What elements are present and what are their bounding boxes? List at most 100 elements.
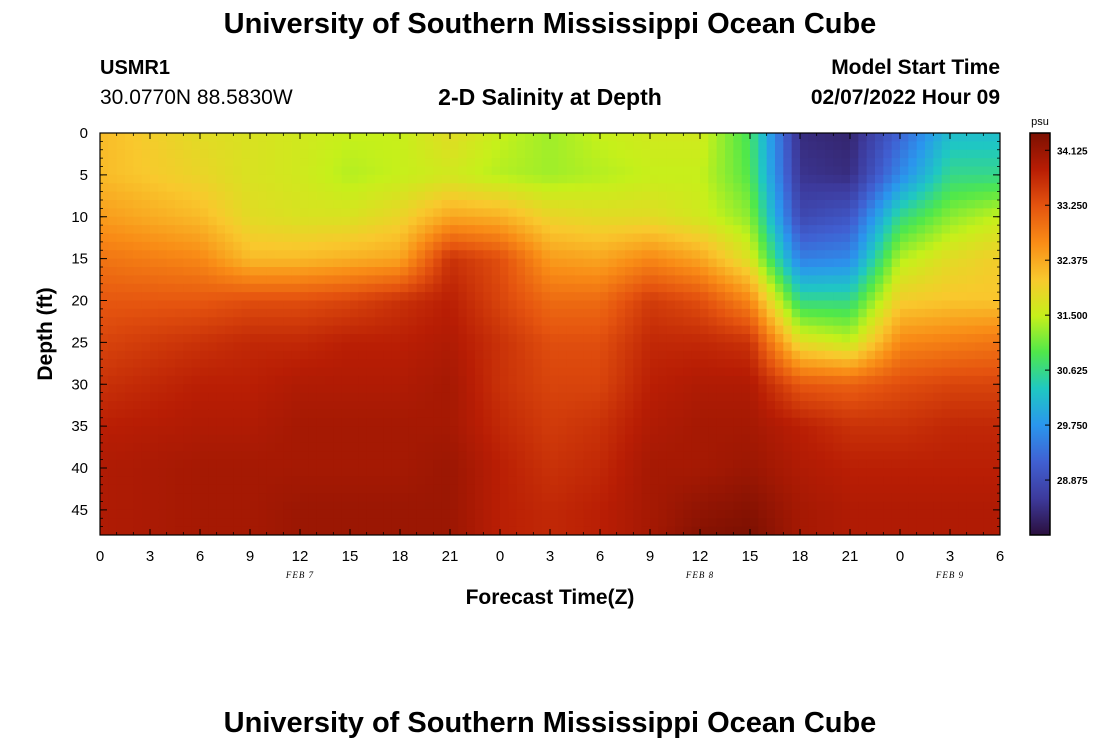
heatmap-cell bbox=[541, 401, 551, 410]
heatmap-cell bbox=[733, 174, 743, 184]
heatmap-cell bbox=[533, 283, 543, 293]
heatmap-cell bbox=[275, 334, 284, 343]
heatmap-cell bbox=[200, 267, 209, 276]
heatmap-cell bbox=[575, 191, 584, 201]
heatmap-cell bbox=[441, 166, 451, 176]
heatmap-cell bbox=[425, 158, 434, 168]
heatmap-cell bbox=[866, 158, 876, 168]
heatmap-cell bbox=[666, 233, 676, 243]
heatmap-cell bbox=[583, 292, 593, 302]
heatmap-cell bbox=[483, 409, 493, 419]
heatmap-cell bbox=[550, 493, 559, 503]
heatmap-cell bbox=[300, 526, 309, 535]
heatmap-cell bbox=[950, 442, 959, 452]
heatmap-cell bbox=[908, 241, 918, 251]
heatmap-cell bbox=[108, 208, 118, 218]
heatmap-cell bbox=[691, 409, 701, 419]
heatmap-cell bbox=[441, 334, 451, 343]
heatmap-cell bbox=[300, 283, 309, 293]
heatmap-cell bbox=[150, 149, 159, 159]
heatmap-cell bbox=[608, 367, 618, 377]
heatmap-cell bbox=[283, 476, 293, 486]
heatmap-cell bbox=[150, 417, 159, 427]
heatmap-cell bbox=[375, 434, 384, 444]
heatmap-cell bbox=[683, 241, 693, 251]
heatmap-cell bbox=[683, 468, 693, 477]
heatmap-cell bbox=[650, 200, 659, 209]
heatmap-cell bbox=[116, 459, 126, 469]
heatmap-cell bbox=[808, 216, 818, 226]
heatmap-cell bbox=[933, 334, 943, 343]
heatmap-cell bbox=[866, 426, 876, 436]
heatmap-cell bbox=[791, 484, 801, 494]
heatmap-cell bbox=[333, 493, 343, 503]
heatmap-cell bbox=[491, 158, 501, 168]
heatmap-cell bbox=[691, 250, 701, 260]
heatmap-cell bbox=[458, 166, 468, 176]
heatmap-cell bbox=[358, 384, 368, 394]
heatmap-cell bbox=[558, 451, 568, 461]
heatmap-cell bbox=[341, 526, 351, 535]
heatmap-cell bbox=[675, 308, 684, 318]
heatmap-cell bbox=[191, 501, 201, 511]
heatmap-cell bbox=[875, 300, 884, 310]
heatmap-cell bbox=[866, 149, 876, 159]
heatmap-cell bbox=[158, 258, 168, 268]
heatmap-cell bbox=[150, 359, 159, 369]
heatmap-cell bbox=[816, 459, 826, 469]
heatmap-cell bbox=[866, 233, 876, 243]
heatmap-cell bbox=[391, 434, 401, 444]
heatmap-cell bbox=[483, 518, 493, 528]
heatmap-cell bbox=[508, 183, 518, 193]
heatmap-cell bbox=[933, 359, 943, 369]
heatmap-cell bbox=[383, 526, 393, 535]
heatmap-cell bbox=[616, 216, 626, 226]
heatmap-cell bbox=[358, 417, 368, 427]
heatmap-cell bbox=[325, 133, 334, 142]
heatmap-cell bbox=[266, 216, 276, 226]
heatmap-cell bbox=[200, 208, 209, 218]
heatmap-cell bbox=[750, 250, 759, 260]
heatmap-cell bbox=[850, 308, 859, 318]
heatmap-cell bbox=[541, 283, 551, 293]
heatmap-cell bbox=[266, 518, 276, 528]
heatmap-cell bbox=[433, 166, 443, 176]
heatmap-cell bbox=[958, 233, 968, 243]
heatmap-cell bbox=[508, 518, 518, 528]
heatmap-cell bbox=[250, 233, 259, 243]
heatmap-cell bbox=[866, 484, 876, 494]
heatmap-cell bbox=[941, 384, 951, 394]
heatmap-cell bbox=[750, 468, 759, 477]
heatmap-cell bbox=[625, 166, 634, 176]
heatmap-cell bbox=[208, 409, 218, 419]
heatmap-cell bbox=[191, 342, 201, 352]
heatmap-cell bbox=[133, 417, 143, 427]
heatmap-cell bbox=[358, 191, 368, 201]
heatmap-cell bbox=[500, 275, 509, 285]
heatmap-cell bbox=[958, 518, 968, 528]
heatmap-cell bbox=[258, 158, 268, 168]
heatmap-cell bbox=[933, 451, 943, 461]
heatmap-cell bbox=[683, 174, 693, 184]
heatmap-cell bbox=[916, 434, 926, 444]
heatmap-cell bbox=[258, 493, 268, 503]
heatmap-cell bbox=[441, 468, 451, 477]
heatmap-cell bbox=[866, 442, 876, 452]
heatmap-cell bbox=[291, 476, 301, 486]
heatmap-cell bbox=[958, 392, 968, 402]
heatmap-cell bbox=[633, 174, 643, 184]
heatmap-cell bbox=[575, 426, 584, 436]
heatmap-cell bbox=[583, 493, 593, 503]
heatmap-cell bbox=[900, 300, 909, 310]
heatmap-cell bbox=[716, 468, 726, 477]
heatmap-cell bbox=[433, 216, 443, 226]
heatmap-cell bbox=[358, 133, 368, 142]
heatmap-cell bbox=[950, 292, 959, 302]
heatmap-cell bbox=[366, 459, 376, 469]
heatmap-cell bbox=[400, 367, 409, 377]
heatmap-cell bbox=[933, 225, 943, 235]
heatmap-cell bbox=[833, 426, 843, 436]
heatmap-cell bbox=[883, 451, 893, 461]
heatmap-cell bbox=[825, 191, 834, 201]
heatmap-cell bbox=[125, 216, 134, 226]
